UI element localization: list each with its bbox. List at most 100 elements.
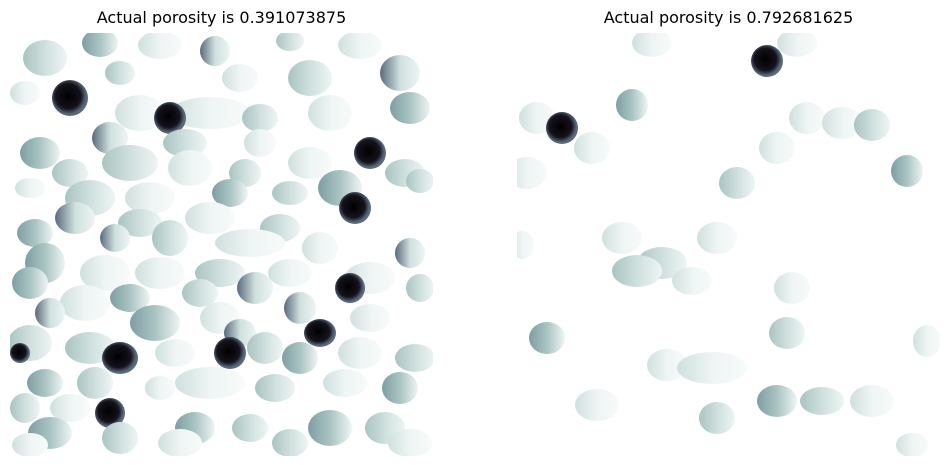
grain-blob [574, 132, 610, 164]
grain-blob [380, 55, 420, 91]
grain-blob [276, 33, 304, 51]
grain-blob [214, 337, 246, 369]
grain-blob [125, 182, 175, 214]
grain-blob [138, 33, 182, 59]
grain-blob [60, 285, 110, 321]
grain-blob [118, 209, 162, 237]
grain-blob [52, 159, 88, 187]
grain-blob [80, 255, 130, 291]
grain-blob [272, 181, 308, 205]
grain-blob [575, 389, 619, 421]
grain-blob [110, 284, 150, 312]
grain-blob [232, 414, 268, 442]
grain-blob [27, 369, 63, 397]
grain-blob [95, 398, 125, 428]
grain-blob [896, 433, 928, 456]
grain-blob [247, 332, 283, 364]
grain-blob [304, 319, 336, 347]
grain-blob [777, 33, 817, 57]
grain-blob [323, 369, 367, 397]
grain-blob [12, 267, 48, 299]
grain-blob [751, 45, 783, 77]
grain-blob [10, 81, 40, 105]
grain-blob [102, 422, 138, 454]
grain-blob [822, 107, 862, 139]
grain-blob [288, 147, 332, 179]
grain-blob [50, 394, 90, 422]
grain-blob [757, 385, 797, 417]
grain-blob [195, 259, 245, 287]
grain-blob [154, 102, 186, 134]
grain-blob [115, 95, 165, 131]
right-pore-field [517, 33, 940, 456]
grain-blob [854, 109, 890, 141]
grain-blob [135, 257, 185, 289]
grain-blob [175, 367, 245, 399]
grain-blob [242, 104, 278, 132]
grain-blob [102, 342, 138, 374]
grain-blob [288, 60, 332, 96]
grain-blob [155, 339, 195, 367]
grain-blob [774, 272, 810, 304]
grain-blob [338, 337, 382, 369]
left-pore-field [10, 33, 433, 456]
grain-blob [602, 222, 642, 254]
grain-blob [15, 178, 45, 198]
grain-blob [789, 102, 825, 134]
right-panel-title: Actual porosity is 0.792681625 [603, 8, 854, 27]
grain-blob [229, 159, 261, 187]
grain-blob [102, 145, 158, 181]
grain-blob [17, 219, 53, 247]
grain-blob [519, 102, 555, 134]
grain-blob [891, 155, 923, 187]
grain-blob [390, 92, 430, 124]
grain-blob [677, 352, 747, 384]
left-panel: Actual porosity is 0.391073875 [10, 0, 433, 465]
grain-blob [10, 393, 40, 423]
left-panel-title: Actual porosity is 0.391073875 [96, 8, 347, 27]
grain-blob [52, 80, 88, 116]
grain-blob [647, 349, 687, 381]
grain-blob [302, 232, 338, 264]
grain-blob [182, 279, 218, 307]
grain-blob [388, 429, 432, 456]
grain-blob [546, 112, 578, 144]
grain-blob [800, 387, 844, 415]
grain-blob [382, 372, 418, 404]
grain-blob [699, 402, 735, 434]
grain-blob [23, 40, 67, 76]
grain-blob [282, 342, 318, 374]
grain-blob [200, 36, 230, 66]
grain-blob [517, 231, 534, 259]
grain-blob [406, 274, 433, 302]
grain-blob [168, 150, 212, 186]
grain-blob [406, 169, 433, 193]
grain-blob [35, 298, 65, 328]
grain-blob [529, 322, 565, 354]
grain-blob [395, 344, 433, 372]
grain-blob [759, 132, 795, 164]
grain-blob [20, 137, 60, 169]
grain-blob [517, 157, 547, 189]
grain-blob [244, 129, 276, 157]
grain-blob [632, 33, 672, 57]
grain-blob [697, 222, 737, 254]
grain-blob [850, 385, 894, 417]
left-porosity-image [10, 33, 433, 456]
grain-blob [55, 202, 95, 234]
grain-blob [92, 122, 128, 154]
grain-blob [616, 89, 648, 121]
grain-blob [272, 429, 308, 456]
grain-blob [222, 64, 258, 92]
grain-blob [163, 129, 207, 157]
grain-blob [215, 229, 285, 257]
grain-blob [339, 192, 371, 224]
grain-blob [335, 273, 365, 303]
grain-blob [145, 376, 175, 400]
grain-blob [130, 305, 180, 341]
grain-blob [185, 202, 235, 234]
grain-blob [12, 433, 48, 456]
grain-blob [77, 367, 113, 399]
grain-blob [308, 95, 352, 131]
grain-blob [152, 220, 188, 256]
